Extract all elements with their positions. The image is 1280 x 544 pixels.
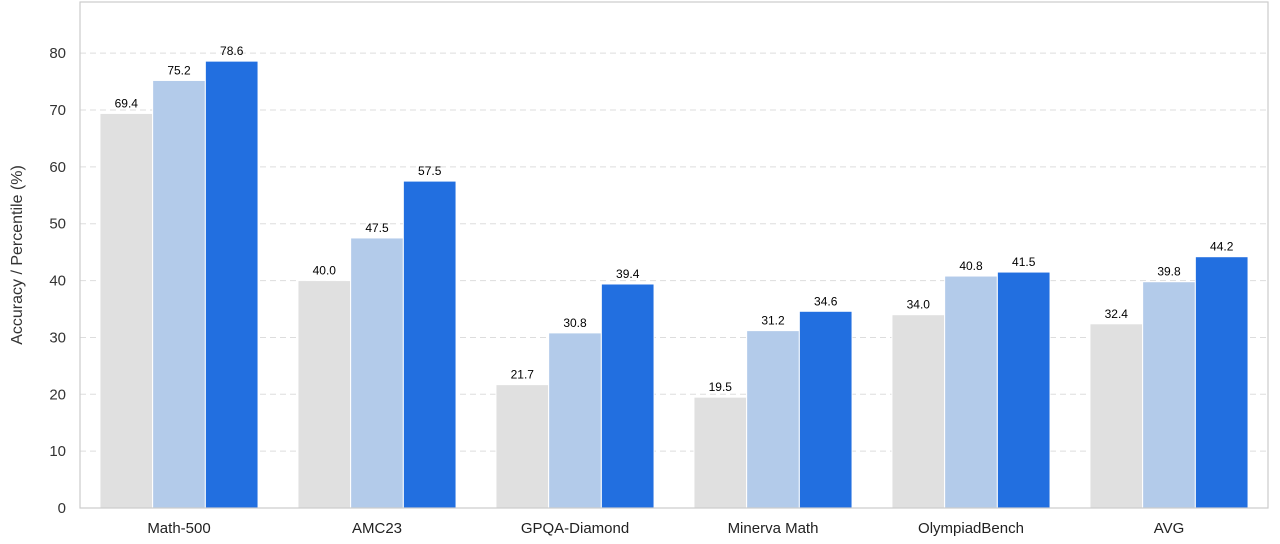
bar-value-label: 21.7 — [511, 368, 535, 382]
y-axis-ticks: 0 10 20 30 40 50 60 70 80 — [49, 45, 66, 517]
bar — [798, 310, 853, 509]
bar-value-label: 39.8 — [1157, 265, 1181, 279]
bar — [600, 283, 655, 509]
x-tick-label: AVG — [1154, 520, 1185, 537]
x-tick-label: Minerva Math — [728, 520, 819, 537]
bar-value-label: 40.0 — [313, 264, 337, 278]
bar-value-label: 19.5 — [709, 380, 733, 394]
bar-value-label: 31.2 — [761, 314, 785, 328]
bar-value-label: 32.4 — [1105, 307, 1129, 321]
bar-value-label: 39.4 — [616, 267, 640, 281]
bar-value-label: 34.6 — [814, 294, 838, 308]
bar — [944, 275, 998, 509]
bar-value-label: 30.8 — [563, 316, 587, 330]
y-tick-label: 70 — [49, 102, 66, 119]
x-tick-label: GPQA-Diamond — [521, 520, 629, 537]
x-tick-label: AMC23 — [352, 520, 402, 537]
bar — [548, 332, 602, 509]
bar-value-label: 57.5 — [418, 164, 442, 178]
y-tick-label: 60 — [49, 159, 66, 176]
bars — [99, 60, 1249, 509]
y-tick-label: 10 — [49, 443, 66, 460]
bar-value-label: 78.6 — [220, 44, 244, 58]
bar — [891, 314, 946, 509]
y-tick-label: 20 — [49, 386, 66, 403]
plot-frame — [79, 1, 1269, 509]
x-axis-ticks: Math-500 AMC23 GPQA-Diamond Minerva Math Oly… — [147, 520, 1184, 537]
bar — [495, 384, 550, 509]
y-tick-label: 30 — [49, 329, 66, 346]
bar — [1142, 281, 1196, 509]
bar — [402, 180, 457, 509]
x-tick-label: Math-500 — [147, 520, 210, 537]
bar — [152, 79, 206, 509]
bar — [297, 280, 352, 509]
bar — [693, 396, 748, 509]
grid-lines — [80, 52, 1268, 452]
bar — [350, 237, 404, 509]
bar — [1194, 256, 1249, 509]
bar — [996, 271, 1051, 509]
bar-value-label: 69.4 — [115, 96, 139, 110]
value-labels: 69.4 75.2 78.6 40.0 47.5 57.5 21.7 30.8 39.4 19.5… — [115, 44, 1234, 394]
bar-value-label: 44.2 — [1210, 240, 1234, 254]
bar-value-label: 41.5 — [1012, 255, 1036, 269]
y-tick-label: 0 — [58, 500, 66, 517]
y-tick-label: 80 — [49, 45, 66, 62]
bar-value-label: 75.2 — [167, 63, 191, 77]
y-tick-label: 50 — [49, 216, 66, 233]
bar-value-label: 47.5 — [365, 221, 389, 235]
bar-value-label: 40.8 — [959, 259, 983, 273]
bar — [204, 60, 259, 509]
x-tick-label: OlympiadBench — [918, 520, 1024, 537]
y-tick-label: 40 — [49, 273, 66, 290]
bar — [99, 112, 154, 509]
bar — [746, 330, 800, 509]
bar — [1089, 323, 1144, 509]
y-axis-label: Accuracy / Percentile (%) — [9, 165, 26, 345]
bar-value-label: 34.0 — [907, 298, 931, 312]
